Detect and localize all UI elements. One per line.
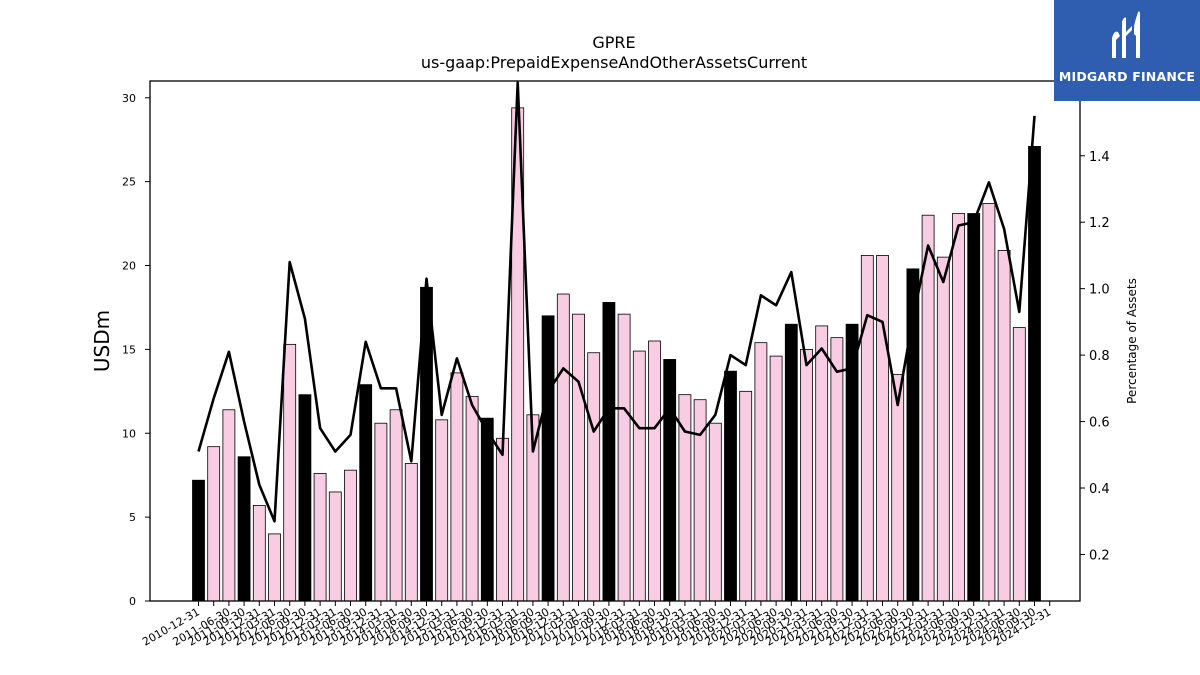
y-right-tick-label-1: 1.0 <box>1089 283 1110 298</box>
bar-2012-03-31 <box>268 533 281 602</box>
bar-2012-12-31 <box>313 473 327 602</box>
bar-2015-03-31 <box>450 372 464 602</box>
bar-2018-09-30 <box>663 359 677 602</box>
y-right-tick-label-0.8: 0.8 <box>1089 349 1110 364</box>
bar-2023-06-30 <box>952 213 965 602</box>
bar-2013-06-30 <box>344 469 357 602</box>
bar-2017-06-30 <box>587 352 601 602</box>
bar-2019-12-31 <box>739 390 753 602</box>
y-tick-label-15: 15 <box>122 343 136 356</box>
bar-2024-09-30 <box>1028 146 1041 602</box>
bar-2013-09-30 <box>359 384 373 602</box>
bar-2021-06-30 <box>830 337 844 602</box>
bar-2018-03-31 <box>632 350 646 602</box>
y-tick-label-5: 5 <box>129 511 136 524</box>
bar-2012-06-30 <box>283 343 297 602</box>
bar-2021-03-31 <box>815 325 829 602</box>
axes-layer <box>149 80 1081 602</box>
y-right-tick-label-1.4: 1.4 <box>1089 150 1110 165</box>
bar-2014-03-31 <box>389 409 403 602</box>
bar-2015-06-30 <box>465 395 479 602</box>
bar-2015-09-30 <box>480 417 494 602</box>
bar-2013-03-31 <box>328 491 342 602</box>
bar-2015-12-31 <box>496 437 509 602</box>
line-layer <box>197 81 1036 523</box>
y-tick-label-0: 0 <box>129 595 136 608</box>
bar-2019-09-30 <box>724 370 737 602</box>
y-axis-label: USDm <box>90 310 114 372</box>
bar-2022-06-30 <box>891 374 905 602</box>
bar-2019-06-30 <box>708 422 722 602</box>
bar-2020-09-30 <box>784 323 798 602</box>
bar-2020-12-31 <box>800 348 813 602</box>
bar-2011-12-31 <box>252 504 266 602</box>
bar-2011-06-30 <box>222 409 236 602</box>
bar-2020-03-31 <box>754 342 768 602</box>
bar-2016-09-30 <box>541 315 555 602</box>
bar-2013-12-31 <box>374 422 388 602</box>
bar-2024-03-31 <box>997 250 1011 602</box>
y-right-tick-label-0.2: 0.2 <box>1089 548 1110 563</box>
chart-title: GPRE <box>592 33 635 52</box>
y-axis-right-label: Percentage of Assets <box>1125 278 1139 404</box>
midgard-logo-icon <box>1112 11 1140 59</box>
bar-2022-03-31 <box>876 255 889 602</box>
bar-2012-09-30 <box>298 394 312 602</box>
bar-2011-03-31 <box>207 446 221 602</box>
y-right-tick-label-0.6: 0.6 <box>1089 416 1110 431</box>
bar-2017-03-31 <box>572 313 585 602</box>
bar-2024-06-30 <box>1012 327 1026 602</box>
bar-2011-09-30 <box>237 456 251 602</box>
bars-layer <box>192 107 1041 602</box>
y-tick-label-25: 25 <box>122 176 136 189</box>
bar-2010-12-31 <box>192 479 205 602</box>
bar-2014-12-31 <box>435 419 449 602</box>
bar-2014-06-30 <box>404 463 418 602</box>
bar-2023-12-31 <box>982 203 996 602</box>
brand-name: MIDGARD FINANCE <box>1058 69 1196 84</box>
bar-2018-06-30 <box>648 340 661 602</box>
chart-subtitle: us-gaap:PrepaidExpenseAndOtherAssetsCurr… <box>421 53 807 72</box>
bar-2023-09-30 <box>967 213 981 602</box>
y-tick-label-30: 30 <box>122 92 136 105</box>
bar-2017-09-30 <box>602 302 616 602</box>
bar-2020-06-30 <box>769 355 783 602</box>
y-tick-label-20: 20 <box>122 260 136 273</box>
plot-frame <box>149 80 1081 602</box>
brand-logo: MIDGARD FINANCE <box>1054 0 1200 101</box>
bar-2017-12-31 <box>617 313 631 602</box>
percentage-line <box>197 81 1036 523</box>
bar-2022-12-31 <box>921 214 935 602</box>
bar-2021-12-31 <box>860 255 874 602</box>
y-right-tick-label-0.4: 0.4 <box>1089 482 1110 497</box>
y-tick-label-10: 10 <box>122 427 136 440</box>
y-right-tick-label-1.2: 1.2 <box>1089 216 1110 231</box>
bar-2023-03-31 <box>936 256 950 602</box>
bar-2016-12-31 <box>556 293 570 602</box>
